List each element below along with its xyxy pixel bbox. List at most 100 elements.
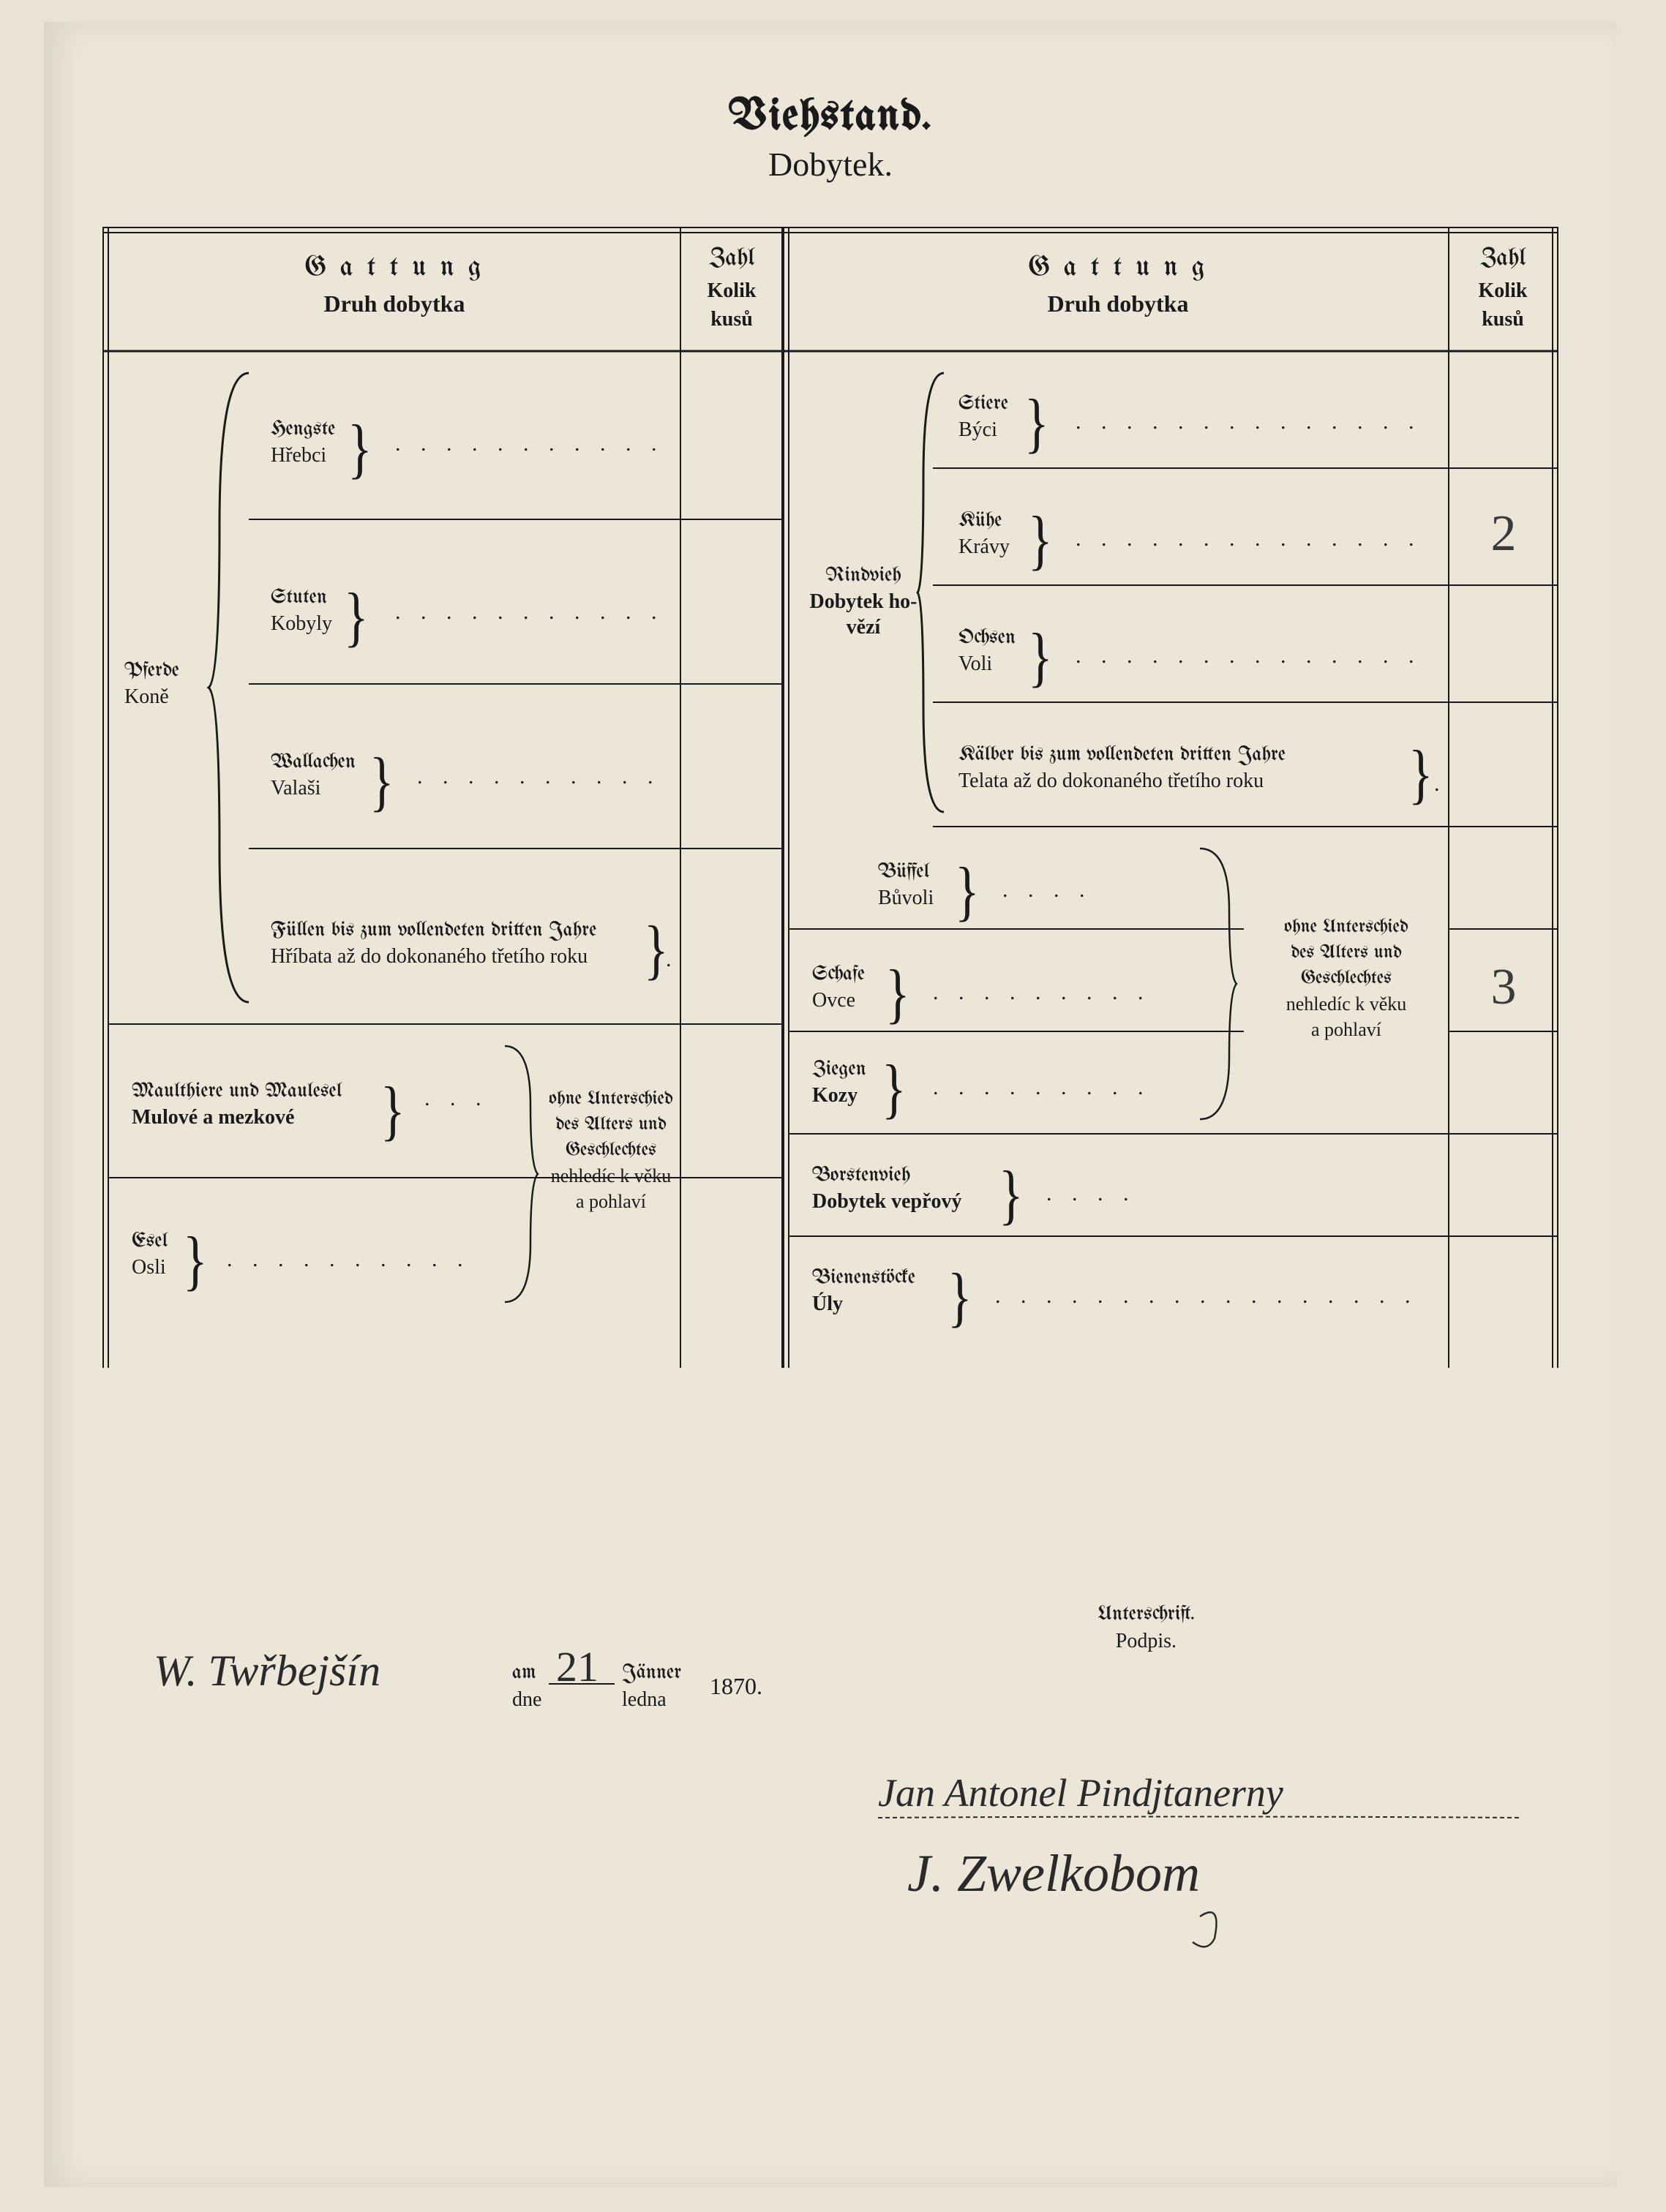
note-right: ohne Unterschied des Alters und Geschlec…	[1255, 914, 1438, 1042]
note-left-de1: ohne Unterschied	[541, 1086, 680, 1112]
label-esel: Esel Osli	[132, 1229, 168, 1280]
header-zahl-cz1-right: Kolik	[1449, 276, 1557, 305]
note-left-de3: Geschlechtes	[541, 1137, 680, 1163]
dots-fullen: .	[666, 947, 677, 972]
dots-buffel: . . . . .	[1002, 878, 1097, 903]
label-pferde-de: Pferde	[124, 658, 179, 684]
value-schafe: 3	[1456, 958, 1551, 1017]
brace-ziegen: }	[882, 1057, 907, 1124]
dots-kalber: .	[1434, 772, 1445, 797]
note-left-de2: des Alters und	[541, 1112, 680, 1137]
header-zahl-cz2-right: kusů	[1449, 305, 1557, 334]
label-am-cz: dne	[512, 1687, 541, 1713]
label-maulthiere-cz: Mulové a mezkové	[132, 1105, 342, 1130]
label-ochsen: Ochsen Voli	[958, 625, 1016, 677]
note-left-cz2: a pohlaví	[541, 1189, 680, 1214]
label-schafe-de: Schafe	[812, 962, 865, 988]
label-kalber: Kälber bis zum vollendeten dritten Jahre…	[958, 742, 1412, 794]
note-right-cz1: nehledíc k věku	[1255, 991, 1438, 1017]
label-ziegen-de: Ziegen	[812, 1057, 866, 1083]
label-buffel-de: Büffel	[878, 859, 934, 885]
label-stiere: Stiere Býci	[958, 391, 1008, 443]
label-schafe-cz: Ovce	[812, 988, 865, 1013]
header-zahl-de-right: Zahl	[1449, 241, 1557, 276]
brace-kalber: }	[1408, 742, 1433, 809]
label-wallachen-cz: Valaši	[271, 775, 356, 801]
day-underline	[549, 1682, 615, 1688]
note-right-de3: Geschlechtes	[1255, 966, 1438, 991]
note-right-de1: ohne Unterschied	[1255, 914, 1438, 940]
brace-schafe: }	[885, 962, 910, 1028]
header-gattung-de-left: G a t t u n g	[108, 249, 680, 287]
label-kuhe-cz: Krávy	[958, 534, 1010, 560]
header-gattung-cz-left: Druh dobytka	[108, 287, 680, 320]
label-ochsen-de: Ochsen	[958, 625, 1016, 651]
label-kalber-cz: Telata až do dokonaného třetího roku	[958, 768, 1412, 794]
label-wallachen-de: Wallachen	[271, 750, 356, 775]
dots-kuhe: . . . . . . . . . . . . . .	[1076, 527, 1434, 552]
page: Viehstand. Dobytek.	[44, 22, 1617, 2187]
label-month: Jänner ledna	[622, 1660, 681, 1714]
label-rindvieh-de: Rindvieh	[805, 563, 922, 589]
value-kuhe: 2	[1456, 505, 1551, 563]
label-buffel: Büffel Bůvoli	[878, 859, 934, 911]
label-month-de: Jänner	[622, 1660, 681, 1687]
label-schafe: Schafe Ovce	[812, 962, 865, 1013]
label-hengste-de: Hengste	[271, 417, 335, 443]
livestock-table: G a t t u n g Druh dobytka Zahl Kolik ku…	[102, 227, 1558, 1397]
brace-ochsen: }	[1028, 625, 1053, 692]
dots-ziegen: . . . . . . . . . .	[933, 1075, 1152, 1100]
label-kalber-de: Kälber bis zum vollendeten dritten Jahre	[958, 742, 1412, 768]
brace-left-note	[498, 1039, 541, 1309]
signature-flourish	[871, 1814, 1529, 1960]
label-pferde: Pferde Koně	[124, 658, 179, 710]
label-hengste: Hengste Hřebci	[271, 417, 335, 468]
brace-wallachen: }	[369, 750, 394, 816]
brace-buffel: }	[955, 859, 980, 926]
table-frame	[102, 227, 1558, 1397]
label-am-de: am	[512, 1660, 541, 1687]
dots-ochsen: . . . . . . . . . . . . . .	[1076, 644, 1434, 669]
label-wallachen: Wallachen Valaši	[271, 750, 356, 801]
label-fullen-de: Füllen bis zum vollendeten dritten Jahre	[271, 918, 651, 944]
header-gattung-left: G a t t u n g Druh dobytka	[108, 249, 680, 320]
label-fullen-cz: Hříbata až do dokonaného třetího roku	[271, 944, 651, 969]
label-rindvieh: Rindvieh Dobytek ho- vězí	[805, 563, 922, 640]
header-zahl-cz2-left: kusů	[680, 305, 783, 334]
brace-borstenvieh: }	[999, 1163, 1024, 1230]
label-fullen: Füllen bis zum vollendeten dritten Jahre…	[271, 918, 651, 969]
brace-right-note	[1193, 841, 1244, 1126]
dots-maulthiere: . . . .	[424, 1086, 483, 1111]
label-year: 1870.	[710, 1671, 762, 1702]
label-bienen: Bienenstöcke Úly	[812, 1265, 915, 1317]
dots-bienen: . . . . . . . . . . . . . . . . .	[995, 1284, 1427, 1309]
dots-stiere: . . . . . . . . . . . . . .	[1076, 410, 1434, 434]
label-borstenvieh: Borstenvieh Dobytek vepřový	[812, 1163, 962, 1214]
note-right-de2: des Alters und	[1255, 940, 1438, 966]
brace-stuten: }	[344, 585, 369, 652]
label-stiere-de: Stiere	[958, 391, 1008, 417]
label-buffel-cz: Bůvoli	[878, 885, 934, 911]
header-zahl-de-left: Zahl	[680, 241, 783, 276]
label-ochsen-cz: Voli	[958, 651, 1016, 677]
label-kuhe: Kühe Krávy	[958, 508, 1010, 560]
brace-fullen: }	[644, 918, 669, 985]
label-unterschrift: Unterschrift. Podpis.	[1097, 1602, 1195, 1655]
note-left-cz1: nehledíc k věku	[541, 1163, 680, 1189]
label-stuten: Stuten Kobyly	[271, 585, 332, 636]
dots-stuten: . . . . . . . . . . .	[395, 600, 666, 625]
dots-borstenvieh: . . . . .	[1046, 1181, 1141, 1206]
label-borstenvieh-cz: Dobytek vepřový	[812, 1189, 962, 1214]
label-month-cz: ledna	[622, 1687, 681, 1713]
header-gattung-de-right: G a t t u n g	[789, 249, 1447, 287]
label-stuten-cz: Kobyly	[271, 611, 332, 636]
label-maulthiere: Maulthiere und Maulesel Mulové a mezkové	[132, 1079, 342, 1130]
header-zahl-left: Zahl Kolik kusů	[680, 241, 783, 334]
header-zahl-right: Zahl Kolik kusů	[1449, 241, 1557, 334]
place-handwritten: W. Twřbejšín	[154, 1646, 380, 1696]
label-ziegen-cz: Kozy	[812, 1083, 866, 1108]
title-czech: Dobytek.	[44, 145, 1617, 184]
label-am: am dne	[512, 1660, 541, 1714]
label-stuten-de: Stuten	[271, 585, 332, 611]
signature-1: Jan Antonel Pindjtanerny	[878, 1770, 1283, 1816]
